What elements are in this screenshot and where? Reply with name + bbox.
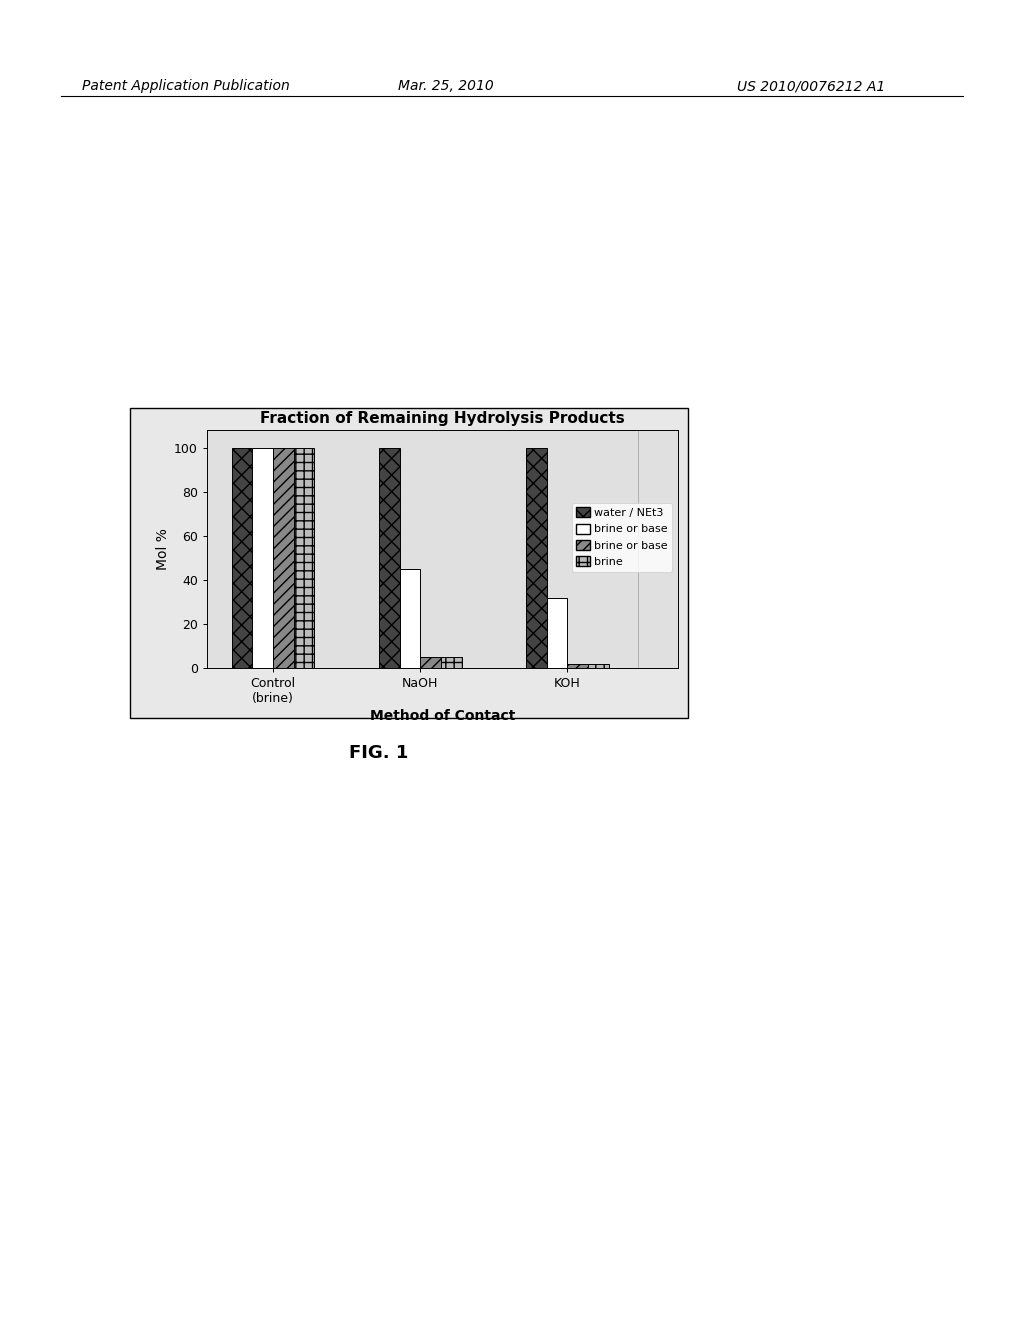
Bar — [294, 447, 314, 668]
Bar — [588, 664, 608, 668]
Text: FIG. 1: FIG. 1 — [349, 744, 409, 763]
Text: US 2010/0076212 A1: US 2010/0076212 A1 — [737, 79, 886, 94]
Bar — [379, 447, 399, 668]
Text: Mar. 25, 2010: Mar. 25, 2010 — [397, 79, 494, 94]
Bar — [399, 569, 420, 668]
Legend: water / NEt3, brine or base, brine or base, brine: water / NEt3, brine or base, brine or ba… — [572, 503, 673, 572]
Bar — [231, 447, 253, 668]
X-axis label: Method of Contact: Method of Contact — [370, 709, 515, 723]
Bar — [567, 664, 588, 668]
Bar — [273, 447, 294, 668]
Y-axis label: Mol %: Mol % — [156, 528, 170, 570]
Bar — [420, 657, 441, 668]
Text: Patent Application Publication: Patent Application Publication — [82, 79, 290, 94]
Bar — [547, 598, 567, 668]
Bar — [526, 447, 547, 668]
Bar — [441, 657, 462, 668]
Bar — [253, 447, 273, 668]
Title: Fraction of Remaining Hydrolysis Products: Fraction of Remaining Hydrolysis Product… — [260, 412, 625, 426]
